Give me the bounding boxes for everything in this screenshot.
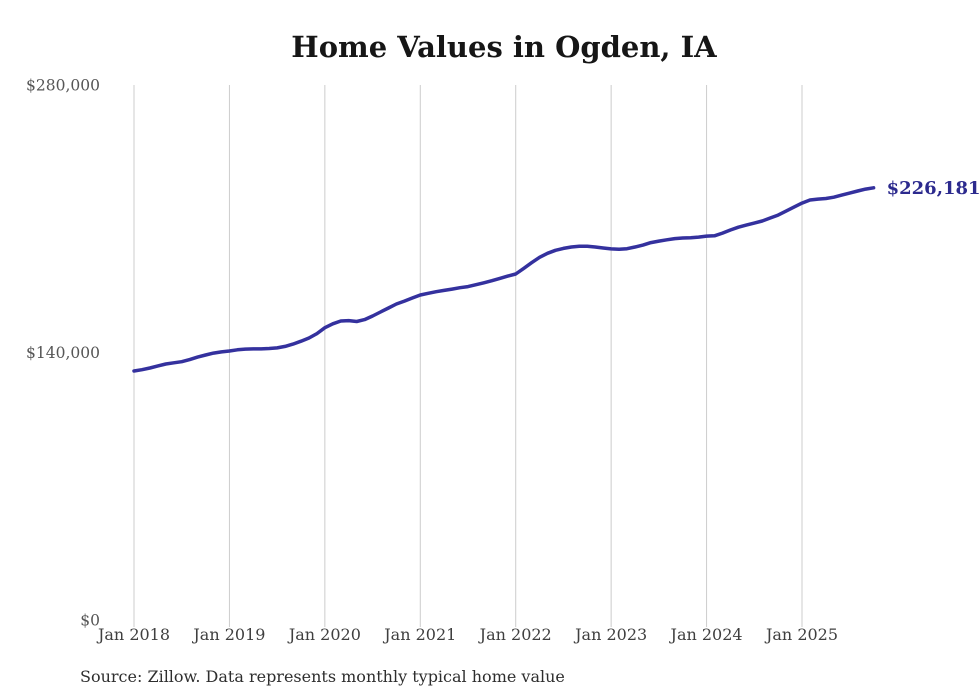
chart-title: Home Values in Ogden, IA (291, 30, 717, 64)
x-tick-label: Jan 2021 (382, 625, 456, 644)
latest-value-label: $226,181 (887, 178, 980, 199)
x-tick-label: Jan 2022 (478, 625, 552, 644)
x-tick-label: Jan 2018 (96, 625, 170, 644)
x-tick-label: Jan 2025 (764, 625, 838, 644)
x-gridlines (133, 85, 803, 627)
y-tick-label: $140,000 (26, 344, 100, 362)
y-tick-label: $280,000 (26, 77, 100, 95)
x-tick-label: Jan 2019 (191, 625, 265, 644)
x-tick-label: Jan 2023 (573, 625, 647, 644)
y-tick-label: $0 (80, 612, 100, 630)
x-tick-label: Jan 2020 (287, 625, 361, 644)
x-tick-label: Jan 2024 (669, 625, 743, 644)
y-axis-tick-labels: $280,000 $140,000 $0 (26, 77, 100, 630)
source-note: Source: Zillow. Data represents monthly … (80, 667, 565, 686)
x-axis-tick-labels: Jan 2018 Jan 2019 Jan 2020 Jan 2021 Jan 2022… (96, 625, 838, 644)
home-value-line-series (132, 186, 876, 373)
